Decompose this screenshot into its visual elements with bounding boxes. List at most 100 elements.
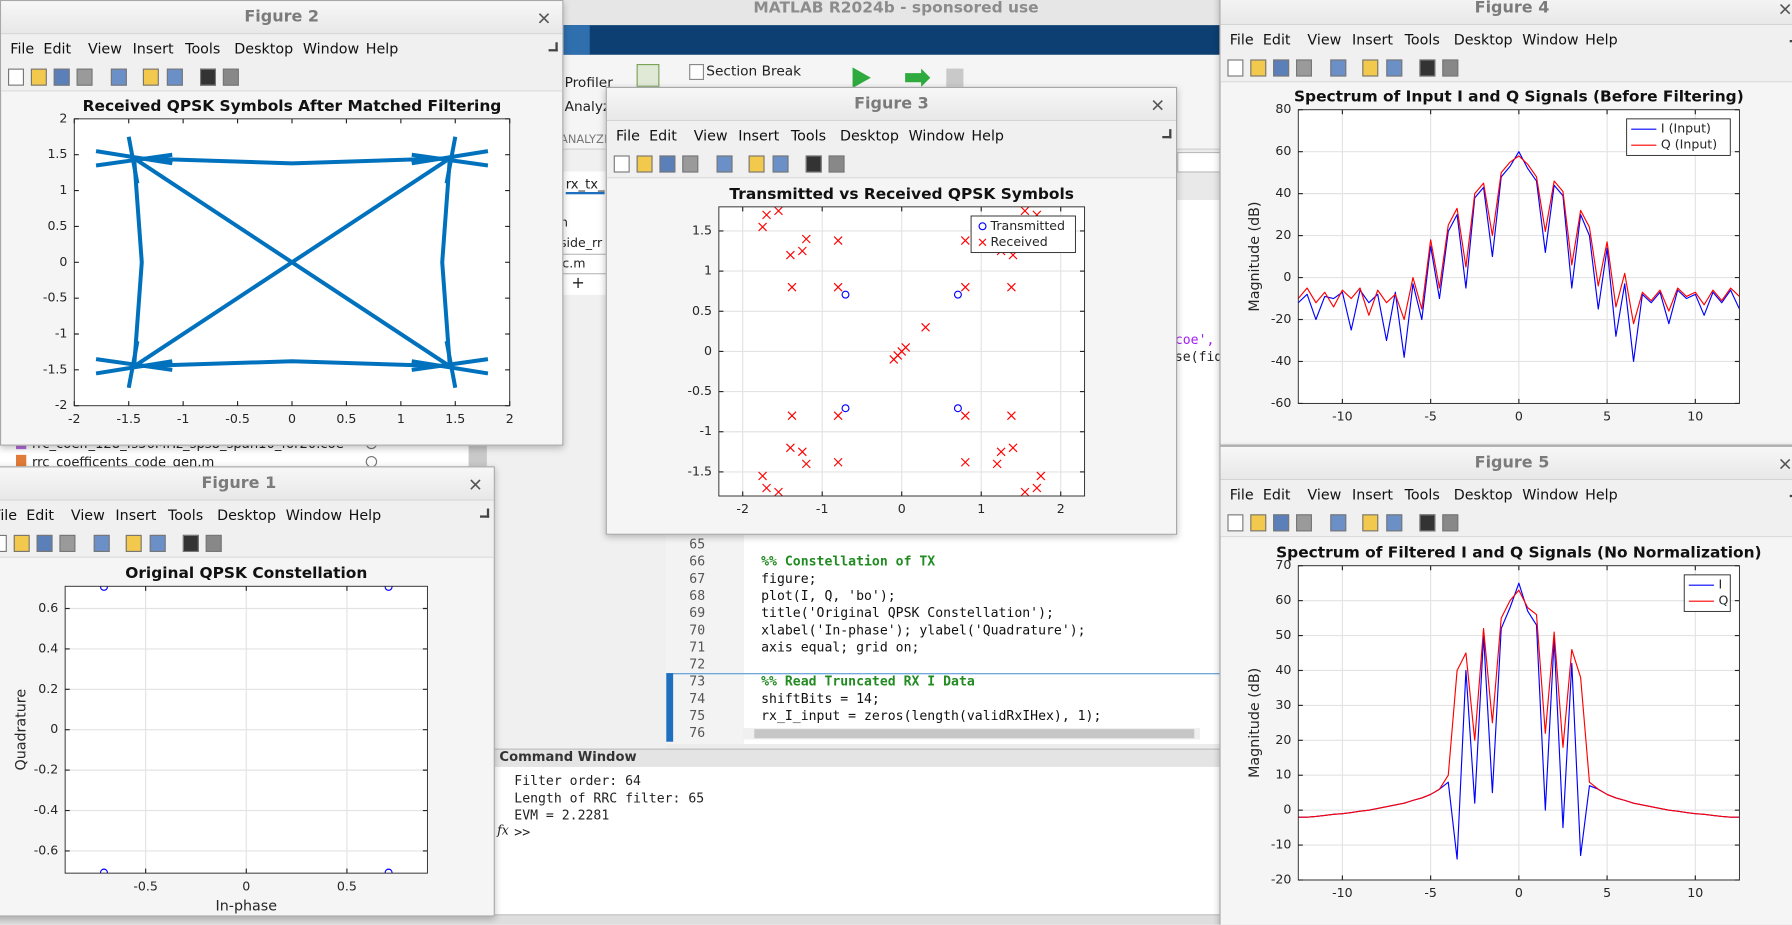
menu-item[interactable]: File xyxy=(1229,485,1254,503)
toolbar-button[interactable] xyxy=(1442,514,1459,532)
menu-item[interactable]: View xyxy=(1307,485,1342,503)
menu-item[interactable]: Help xyxy=(348,506,382,524)
menu-item[interactable]: Edit xyxy=(1262,30,1291,48)
menu-item[interactable]: Desktop xyxy=(1453,30,1513,48)
menu-item[interactable]: Help xyxy=(365,39,399,58)
toolbar-button[interactable] xyxy=(1295,514,1312,532)
toolbar-button[interactable] xyxy=(1250,514,1267,532)
menu-item[interactable]: Edit xyxy=(43,39,72,58)
toolbar-button[interactable] xyxy=(1442,59,1459,77)
close-button[interactable] xyxy=(469,478,483,492)
toolbar-button[interactable] xyxy=(199,68,216,86)
tab[interactable] xyxy=(561,25,590,55)
toolbar-button[interactable] xyxy=(716,155,733,173)
toolbar-button[interactable] xyxy=(613,155,630,173)
close-button[interactable] xyxy=(1778,2,1792,16)
menu-dock[interactable] xyxy=(1789,488,1792,498)
toolbar-button[interactable] xyxy=(1362,59,1379,77)
menu-item[interactable]: Edit xyxy=(26,506,54,524)
menu-item[interactable]: Desktop xyxy=(1453,485,1513,503)
toolbar-button[interactable] xyxy=(828,155,845,173)
menu-item[interactable]: View xyxy=(693,126,728,144)
toolbar-button[interactable] xyxy=(7,68,24,86)
menu-item[interactable]: Tools xyxy=(167,506,204,524)
toolbar-button[interactable] xyxy=(93,534,110,552)
menu-item[interactable]: Insert xyxy=(738,126,780,144)
file-name[interactable]: rrc_coefficents_code_gen.m xyxy=(31,453,215,470)
menu-item[interactable]: Desktop xyxy=(217,506,277,524)
menu-dock[interactable] xyxy=(479,508,490,518)
menu-item[interactable]: Help xyxy=(1585,30,1618,48)
run-advance-button[interactable] xyxy=(905,68,931,87)
menu-item[interactable]: Tools xyxy=(790,126,827,144)
menu-item[interactable]: Help xyxy=(1585,485,1618,503)
toolbar-button[interactable] xyxy=(1419,514,1436,532)
folder-tab[interactable]: rx_tx_ xyxy=(565,176,605,195)
menu-dock[interactable] xyxy=(1789,33,1792,43)
folder-item[interactable]: side_rr xyxy=(559,235,603,251)
menu-item[interactable]: Desktop xyxy=(839,126,899,144)
function-browser-icon[interactable]: fx xyxy=(497,822,509,838)
toolbar-button[interactable] xyxy=(1295,59,1312,77)
menu-item[interactable]: Window xyxy=(1522,30,1579,48)
toolbar-button[interactable] xyxy=(0,534,7,552)
toolbar-button[interactable] xyxy=(1227,59,1244,77)
toolbar-button[interactable] xyxy=(748,155,765,173)
menu-item[interactable]: View xyxy=(1307,30,1342,48)
toolbar-button[interactable] xyxy=(1330,514,1347,532)
toolbar-button[interactable] xyxy=(1419,59,1436,77)
section-break-button[interactable]: Section Break xyxy=(706,62,802,79)
menu-item[interactable]: File xyxy=(10,39,35,58)
toolbar-button[interactable] xyxy=(142,68,159,86)
toolbar-button[interactable] xyxy=(13,534,30,552)
menu-item[interactable]: Insert xyxy=(132,39,174,58)
menu-item[interactable]: View xyxy=(87,39,122,58)
profiler-button[interactable]: Profiler xyxy=(564,74,613,91)
close-button[interactable] xyxy=(1778,457,1792,471)
toolbar-button[interactable] xyxy=(1386,514,1403,532)
analyze-button[interactable]: Analyze xyxy=(564,98,619,115)
menu-item[interactable]: Edit xyxy=(1262,485,1291,503)
toolstrip-icon[interactable] xyxy=(636,63,660,87)
menu-item[interactable]: Window xyxy=(908,126,965,144)
toolbar-button[interactable] xyxy=(1227,514,1244,532)
menu-item[interactable]: Help xyxy=(971,126,1004,144)
command-window[interactable] xyxy=(493,766,1221,915)
close-button[interactable] xyxy=(537,11,551,25)
search-field[interactable] xyxy=(1177,151,1223,173)
menu-item[interactable]: Window xyxy=(302,39,360,58)
menu-item[interactable]: Insert xyxy=(115,506,157,524)
toolbar-button[interactable] xyxy=(205,534,222,552)
menu-dock[interactable] xyxy=(548,42,558,52)
toolbar-button[interactable] xyxy=(76,68,93,86)
menu-item[interactable]: Insert xyxy=(1351,30,1393,48)
toolbar-button[interactable] xyxy=(149,534,166,552)
scrollbar[interactable] xyxy=(468,443,487,469)
menu-item[interactable]: Window xyxy=(1522,485,1579,503)
scrollbar-thumb[interactable] xyxy=(754,729,1195,739)
toolbar-button[interactable] xyxy=(636,155,653,173)
toolbar-button[interactable] xyxy=(166,68,183,86)
add-button[interactable]: + xyxy=(571,274,585,293)
menu-item[interactable]: Edit xyxy=(649,126,677,144)
toolbar-button[interactable] xyxy=(1330,59,1347,77)
menu-item[interactable]: Tools xyxy=(1404,30,1440,48)
toolbar-button[interactable] xyxy=(1273,59,1290,77)
menu-item[interactable]: Tools xyxy=(1404,485,1440,503)
toolbar-button[interactable] xyxy=(682,155,699,173)
menu-item[interactable]: Desktop xyxy=(234,39,294,58)
menu-item[interactable]: Insert xyxy=(1351,485,1393,503)
toolbar-button[interactable] xyxy=(1250,59,1267,77)
toolbar-button[interactable] xyxy=(125,534,142,552)
toolbar-button[interactable] xyxy=(53,68,70,86)
close-button[interactable] xyxy=(1151,98,1165,112)
toolbar-button[interactable] xyxy=(36,534,53,552)
toolbar-button[interactable] xyxy=(59,534,76,552)
stop-button[interactable] xyxy=(946,68,964,87)
toolbar-button[interactable] xyxy=(772,155,789,173)
toolbar-button[interactable] xyxy=(1273,514,1290,532)
run-button[interactable] xyxy=(852,67,871,88)
menu-item[interactable]: Tools xyxy=(185,39,221,58)
menu-item[interactable]: Window xyxy=(285,506,343,524)
menu-item[interactable]: File xyxy=(615,126,640,144)
